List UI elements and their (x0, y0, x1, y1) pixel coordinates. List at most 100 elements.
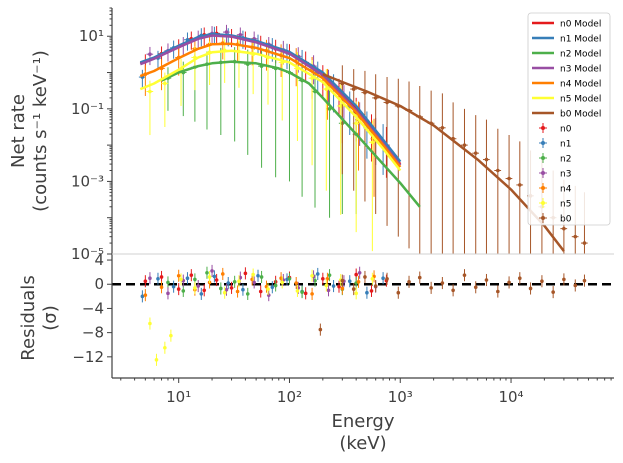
point-b0 (562, 226, 566, 231)
legend-label: n2 (560, 155, 571, 165)
legend-entry-n4: n4 (539, 183, 572, 195)
series-b0-points (338, 65, 588, 254)
model-line-n1-model (139, 32, 402, 163)
residual-point-n5 (354, 291, 358, 296)
residual-series-b0 (318, 269, 587, 336)
series-n2-points (164, 47, 360, 218)
residual-point-n3 (196, 284, 201, 288)
legend-marker-dot (541, 201, 545, 205)
residual-point-n0 (243, 271, 248, 276)
residual-point-b0 (473, 285, 478, 290)
residual-point-n5 (310, 273, 314, 278)
residual-point-n1 (241, 287, 245, 292)
residual-point-n0 (354, 272, 358, 277)
point-b0 (518, 183, 522, 187)
residual-point-b0 (407, 280, 411, 284)
residual-point-n5 (154, 358, 159, 362)
x-tick-label: 10⁴ (498, 388, 523, 406)
y-tick-label-bottom: 0 (94, 275, 104, 293)
residual-point-b0 (363, 275, 367, 279)
point-n5 (148, 89, 152, 94)
residual-point-b0 (429, 286, 433, 290)
residual-point-b0 (373, 284, 378, 288)
residual-point-n5 (169, 333, 173, 338)
residual-point-n5 (237, 279, 241, 284)
residuals-panel (112, 264, 614, 366)
residual-point-b0 (540, 279, 544, 284)
residual-point-b0 (507, 280, 511, 285)
residual-point-n0 (258, 289, 263, 294)
point-n3 (224, 30, 229, 34)
residual-point-n2 (245, 292, 250, 296)
residual-point-n2 (259, 275, 264, 279)
point-b0 (473, 151, 478, 155)
residual-point-b0 (440, 281, 445, 285)
model-line-n5-model (139, 49, 402, 172)
residual-point-n0 (369, 289, 374, 293)
residual-point-n0 (321, 277, 325, 281)
legend-label: n0 (560, 125, 572, 135)
legend-label: n5 Model (560, 95, 601, 105)
residual-point-n2 (273, 283, 278, 288)
legend-entry-n1-model: n1 Model (532, 35, 601, 45)
residual-point-n1 (270, 285, 275, 290)
residual-point-n2 (300, 290, 304, 294)
residual-point-n4 (340, 286, 345, 291)
residual-point-n1 (212, 274, 217, 279)
point-n3 (238, 32, 243, 37)
residual-point-n0 (189, 273, 194, 277)
residual-point-n5 (163, 345, 167, 350)
y-axis-title-top-line: (counts s⁻¹ keV⁻¹) (30, 50, 51, 212)
point-b0 (507, 176, 511, 181)
point-n5 (354, 121, 358, 126)
y-axis-title-top-line: Net rate (8, 94, 29, 168)
residual-point-n0 (303, 291, 308, 296)
x-axis-title-line: (keV) (339, 433, 386, 454)
model-line-n4-model (139, 42, 402, 168)
legend-entry-n3: n3 (539, 168, 571, 180)
legend-label: n4 (560, 185, 572, 195)
legend-marker-dot (541, 216, 545, 220)
residual-point-n1 (199, 292, 204, 296)
y-tick-label-bottom: 4 (94, 251, 104, 269)
model-line-n3-model (139, 34, 402, 166)
residual-point-n1 (256, 273, 260, 278)
legend-marker-dot (541, 126, 545, 130)
residual-point-n5 (193, 286, 197, 290)
residual-point-n5 (179, 277, 183, 282)
y-tick-label-top: 10⁻³ (71, 172, 104, 190)
residual-series-n5 (148, 268, 375, 366)
residual-point-b0 (582, 278, 587, 283)
residual-point-b0 (573, 283, 578, 288)
x-tick-label: 10³ (388, 388, 413, 406)
legend-label: n0 Model (560, 20, 601, 30)
residual-point-n3 (266, 293, 271, 297)
residual-point-n0 (143, 279, 148, 284)
residual-point-n0 (176, 287, 181, 291)
legend-entry-n2: n2 (539, 153, 571, 165)
legend-entry-n5: n5 (539, 198, 571, 210)
legend-entry-n2-model: n2 Model (532, 50, 601, 60)
residual-point-b0 (528, 286, 533, 291)
residual-point-n4 (143, 293, 148, 297)
residual-point-n3 (210, 269, 214, 273)
residual-point-n2 (205, 270, 209, 275)
legend-label: n1 Model (560, 35, 601, 45)
legend-label: n4 Model (560, 80, 601, 90)
residual-point-n1 (365, 290, 369, 295)
residual-point-n2 (166, 280, 170, 285)
point-n5 (163, 81, 167, 86)
x-tick-label: 10¹ (166, 388, 191, 406)
residual-series-n2 (166, 266, 358, 300)
residual-point-n5 (222, 290, 227, 295)
legend-marker-dot (541, 186, 545, 190)
residual-point-b0 (340, 278, 345, 283)
residual-point-b0 (318, 327, 323, 332)
residual-point-b0 (462, 273, 467, 277)
model-line-n0-model (139, 33, 402, 165)
legend-label: n3 Model (560, 65, 601, 75)
residual-point-b0 (496, 289, 500, 294)
residual-point-n1 (140, 294, 145, 299)
residual-point-n2 (181, 289, 186, 293)
